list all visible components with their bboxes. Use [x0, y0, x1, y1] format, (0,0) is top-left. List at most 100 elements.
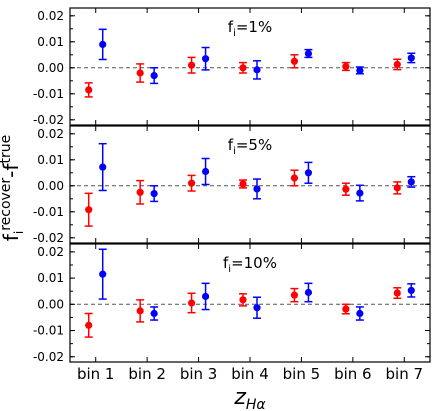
panel-title: fi=10% — [223, 254, 277, 275]
marker — [99, 163, 107, 171]
marker — [187, 299, 196, 307]
data-point — [407, 175, 416, 188]
marker — [356, 66, 364, 74]
y-tick-label: -0.01 — [33, 205, 64, 219]
marker — [407, 286, 415, 295]
data-point — [341, 61, 350, 72]
marker — [393, 60, 401, 69]
x-axis-label-base: z — [233, 385, 246, 410]
marker — [201, 167, 210, 176]
x-tick-label: bin 7 — [386, 365, 424, 383]
y-tick-label: 0.01 — [37, 271, 64, 285]
data-point — [239, 179, 247, 189]
y-tick-label: -0.02 — [33, 231, 64, 245]
data-point — [393, 181, 402, 195]
panel-title-sub: i — [233, 28, 236, 39]
y-tick-label: 0.02 — [37, 9, 64, 23]
y-tick-label: -0.02 — [33, 113, 64, 127]
y-tick-label: -0.02 — [33, 350, 64, 364]
marker — [342, 185, 350, 193]
marker — [304, 169, 313, 177]
x-tick-label: bin 4 — [231, 365, 269, 383]
marker — [99, 40, 107, 49]
panel-2: 0.02 0.01 0.00 -0.01 -0.02 fi=5% — [33, 125, 431, 245]
marker — [150, 309, 158, 318]
data-point — [136, 63, 145, 83]
data-point — [341, 303, 350, 315]
y-tick-label: -0.01 — [33, 324, 64, 338]
marker — [85, 321, 93, 329]
marker — [304, 49, 313, 58]
y-tick-label: 0.02 — [37, 127, 64, 141]
marker — [290, 57, 299, 65]
data-point — [290, 54, 299, 69]
y-tick-label: 0.01 — [37, 35, 64, 49]
marker — [201, 55, 210, 63]
y-axis-label: firecover-ftrue — [0, 135, 26, 241]
x-axis-label: zHα — [233, 385, 266, 411]
marker — [150, 190, 158, 198]
y-axis-label-base: f — [0, 233, 23, 241]
data-point — [84, 82, 93, 98]
data-point — [290, 169, 299, 187]
marker — [356, 189, 364, 197]
data-point — [355, 184, 364, 202]
x-tick-label: bin 1 — [77, 365, 115, 383]
data-point — [201, 282, 210, 311]
y-axis-label-sub: i — [12, 231, 26, 234]
marker — [393, 184, 401, 192]
data-point — [201, 46, 210, 71]
data-point — [84, 312, 93, 338]
panels-group: 0.020.010.00-0.01-0.02fi=1%0.020.010.00-… — [33, 7, 431, 364]
data-point — [355, 306, 364, 321]
data-point — [136, 179, 145, 205]
y-axis-label-sup1: recover — [0, 178, 14, 231]
data-point — [253, 60, 261, 80]
marker — [393, 289, 401, 297]
y-tick-label: 0.00 — [37, 297, 64, 311]
data-point — [341, 182, 350, 196]
marker — [201, 292, 210, 301]
y-tick-label: -0.01 — [33, 87, 64, 101]
marker — [253, 66, 261, 74]
marker — [407, 54, 415, 62]
marker — [99, 270, 107, 278]
marker — [187, 179, 196, 187]
data-point — [187, 174, 196, 192]
data-point — [98, 142, 107, 192]
panel-frame — [69, 7, 431, 126]
data-point — [187, 56, 196, 74]
data-point — [239, 61, 247, 74]
data-point — [98, 248, 107, 300]
marker — [85, 206, 93, 214]
x-tick-label: bin 6 — [334, 365, 372, 383]
x-tick-label: bin 3 — [180, 365, 218, 383]
marker — [239, 64, 247, 72]
marker — [136, 307, 144, 315]
marker — [407, 178, 415, 186]
marker — [253, 185, 261, 193]
marker — [342, 305, 350, 313]
data-point — [407, 283, 416, 298]
panel-frame — [69, 125, 431, 244]
panel-frame — [69, 243, 431, 363]
marker — [304, 288, 313, 297]
y-tick-label: 0.01 — [37, 153, 64, 167]
panel-title-rest: =1% — [236, 18, 272, 36]
data-point — [136, 299, 145, 323]
data-point — [84, 192, 93, 227]
data-point — [253, 296, 261, 319]
marker — [136, 69, 144, 77]
panel-1: 0.02 0.01 0.00 -0.01 -0.02 fi=1% — [33, 7, 431, 127]
x-tick-label: bin 5 — [283, 365, 321, 383]
data-point — [393, 287, 402, 300]
marker — [239, 296, 247, 304]
y-tick-label: 0.02 — [37, 245, 64, 259]
y-axis-label-sup2: true — [0, 135, 14, 164]
data-point — [253, 178, 261, 200]
x-tick-labels: bin 1 bin 2 bin 3 bin 4 bin 5 bin 6 bin 7 — [77, 365, 423, 383]
data-point — [150, 306, 159, 321]
panel-title-sub: i — [228, 264, 231, 275]
panel-3: 0.02 0.01 0.00 -0.01 -0.02 fi=10% — [33, 243, 431, 364]
marker — [150, 72, 158, 80]
